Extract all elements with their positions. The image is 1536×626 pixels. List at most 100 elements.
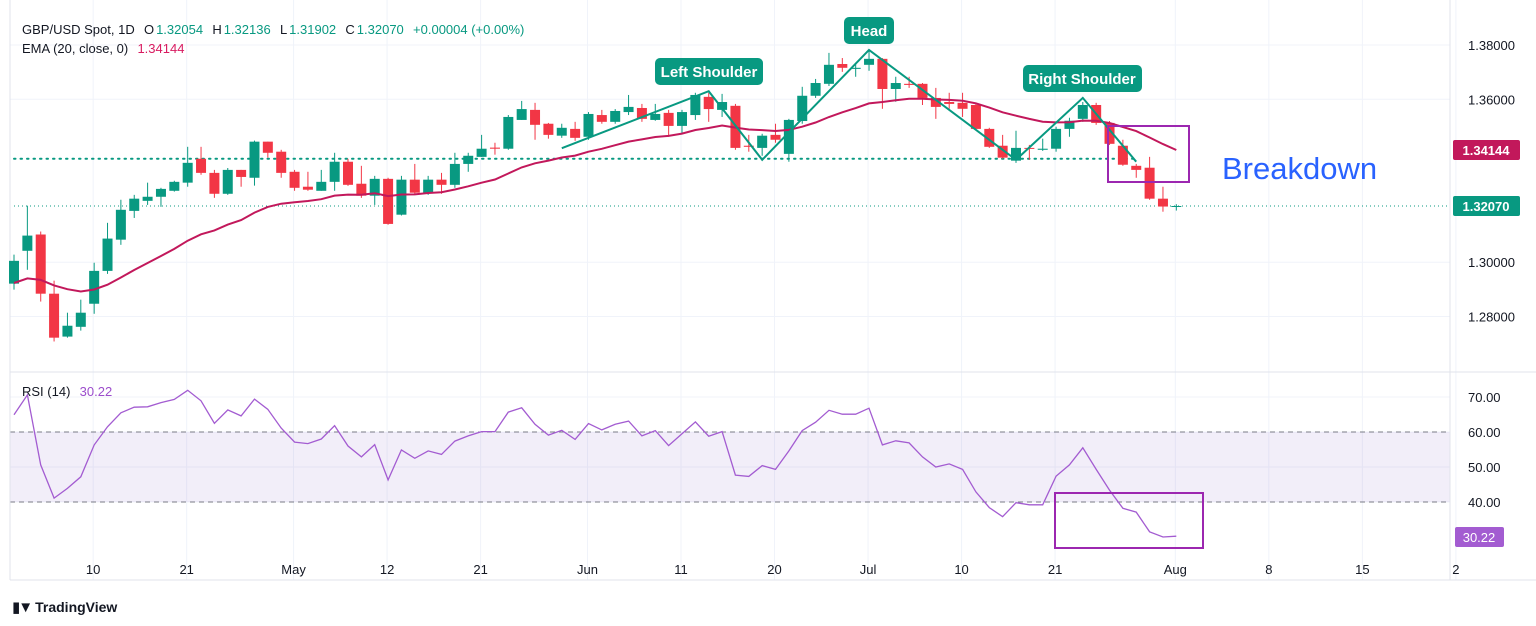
candle bbox=[209, 169, 220, 198]
candle-body bbox=[810, 83, 821, 96]
legend-rsi[interactable]: RSI (14) 30.22 bbox=[22, 384, 114, 399]
candle-body bbox=[890, 83, 901, 89]
rsi-line bbox=[13, 389, 1177, 538]
candle-body bbox=[997, 145, 1008, 158]
candle-body bbox=[1077, 105, 1088, 119]
candle bbox=[930, 87, 941, 119]
candle bbox=[196, 146, 207, 175]
candle bbox=[810, 78, 821, 98]
candle-body bbox=[743, 145, 754, 147]
candle-body bbox=[1064, 120, 1075, 129]
candle-body bbox=[35, 234, 46, 294]
candle bbox=[489, 142, 500, 155]
candle-body bbox=[717, 102, 728, 110]
candles bbox=[9, 50, 1182, 342]
candle bbox=[837, 58, 848, 72]
candle-body bbox=[222, 169, 233, 194]
candle-body bbox=[75, 312, 86, 327]
candle-body bbox=[249, 141, 260, 178]
right-shoulder-label: Right Shoulder bbox=[1023, 65, 1142, 92]
candle bbox=[369, 175, 380, 205]
symbol-title[interactable]: GBP/USD Spot, 1D bbox=[22, 22, 135, 37]
candle bbox=[396, 175, 407, 216]
candle-body bbox=[610, 110, 621, 122]
change-value: +0.00004 (+0.00%) bbox=[413, 22, 525, 37]
candle bbox=[142, 182, 153, 205]
candle bbox=[356, 165, 367, 198]
candle bbox=[22, 205, 33, 270]
candle-body bbox=[516, 109, 527, 120]
rsi-tick-label: 60.00 bbox=[1468, 425, 1501, 440]
ema-price-tag: 1.34144 bbox=[1453, 140, 1520, 160]
candle bbox=[1037, 138, 1048, 151]
candle-body bbox=[9, 260, 19, 284]
candle-body bbox=[129, 198, 140, 211]
candle bbox=[850, 62, 861, 77]
candle-body bbox=[904, 83, 915, 85]
rsi-value-tag-text: 30.22 bbox=[1463, 530, 1496, 545]
candle-body bbox=[663, 112, 674, 126]
candle-body bbox=[169, 181, 180, 191]
candle-body bbox=[436, 179, 447, 185]
candle bbox=[890, 76, 901, 102]
candle-body bbox=[356, 183, 367, 196]
candle-body bbox=[302, 186, 313, 190]
candle bbox=[343, 158, 353, 186]
candle-body bbox=[142, 196, 153, 201]
candle bbox=[677, 109, 687, 134]
candle bbox=[383, 177, 394, 225]
ema-price-tag-text: 1.34144 bbox=[1463, 143, 1511, 158]
candle-body bbox=[823, 64, 834, 84]
candle-body bbox=[155, 188, 166, 197]
candle bbox=[957, 92, 968, 117]
rsi-tick-label: 40.00 bbox=[1468, 495, 1501, 510]
candle-body bbox=[22, 235, 33, 251]
legend-ema[interactable]: EMA (20, close, 0) 1.34144 bbox=[22, 41, 186, 56]
time-tick-label: 8 bbox=[1265, 562, 1272, 577]
rsi-value: 30.22 bbox=[79, 384, 113, 399]
candle bbox=[770, 123, 781, 143]
candle-body bbox=[89, 270, 100, 304]
candle-body bbox=[1104, 122, 1115, 144]
high-value: 1.32136 bbox=[223, 22, 271, 37]
left-shoulder-text: Left Shoulder bbox=[661, 64, 758, 81]
candle bbox=[102, 222, 113, 274]
candle bbox=[516, 100, 527, 120]
candle-body bbox=[383, 178, 394, 224]
candle bbox=[222, 167, 233, 195]
candle-body bbox=[262, 141, 273, 153]
candle-body bbox=[957, 102, 968, 109]
candle bbox=[583, 112, 594, 140]
candle-body bbox=[944, 102, 955, 104]
candle-body bbox=[463, 155, 474, 164]
candle-body bbox=[877, 58, 888, 89]
time-tick-label: 21 bbox=[473, 562, 487, 577]
candle-body bbox=[423, 179, 434, 193]
candle bbox=[276, 149, 287, 178]
candle bbox=[610, 109, 621, 124]
candle bbox=[289, 169, 300, 191]
candle-body bbox=[276, 151, 287, 173]
open-value: 1.32054 bbox=[156, 22, 204, 37]
head-shoulders-pattern-line bbox=[561, 48, 1137, 163]
candle-body bbox=[396, 179, 407, 215]
legend-main[interactable]: GBP/USD Spot, 1D O 1.32054 H 1.32136 L 1.31… bbox=[22, 22, 526, 37]
candle bbox=[984, 127, 995, 148]
candle-body bbox=[970, 105, 981, 129]
candle-body bbox=[115, 209, 126, 240]
candle-body bbox=[837, 64, 848, 68]
candle-body bbox=[1011, 147, 1021, 161]
axes: 1.38000 1.36000 1.30000 1.28000 70.00 60.00 50… bbox=[86, 38, 1515, 577]
rsi-highlight-box bbox=[1054, 492, 1204, 549]
tradingview-logo[interactable]: ▮▼ TradingView bbox=[12, 598, 117, 616]
candle-body bbox=[236, 169, 247, 177]
candle bbox=[1051, 126, 1062, 152]
candle-body bbox=[583, 113, 594, 137]
candle bbox=[476, 134, 487, 157]
candle bbox=[436, 172, 447, 194]
price-tick-label: 1.38000 bbox=[1468, 38, 1515, 53]
time-tick-label: 2 bbox=[1452, 562, 1459, 577]
candle-body bbox=[850, 67, 861, 69]
candle bbox=[75, 299, 86, 331]
